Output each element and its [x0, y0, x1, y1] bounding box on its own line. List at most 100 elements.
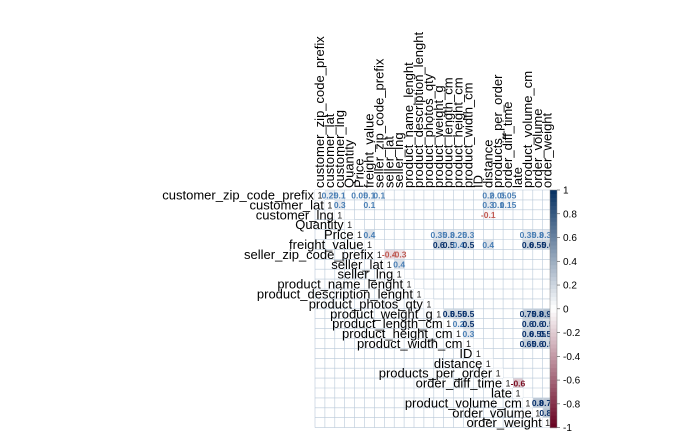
correlation-cell [454, 239, 464, 249]
diagonal-cell [503, 378, 513, 388]
legend-swatch [550, 399, 557, 405]
column-label: Price [352, 158, 367, 188]
legend-swatch [550, 328, 557, 334]
correlation-cell [483, 190, 493, 200]
correlation-value: 0.5 [542, 339, 554, 349]
correlation-cell [543, 319, 553, 329]
correlation-value: -0.3 [392, 250, 407, 260]
legend-swatch [550, 388, 557, 393]
correlation-cell [533, 329, 543, 339]
correlation-value: 0.5 [463, 319, 475, 329]
correlation-value: 0.3 [443, 230, 455, 240]
correlation-cell [434, 239, 444, 249]
legend-swatch [550, 285, 557, 290]
row-label: product_photos_qty [309, 296, 424, 311]
correlation-cell [394, 259, 404, 269]
column-label: Quantity [342, 139, 357, 188]
row-label: order_diff_time [416, 376, 502, 391]
diagonal-cell [324, 199, 335, 210]
correlation-cell [335, 190, 345, 200]
legend-swatch [550, 229, 557, 235]
diagonal-cell [532, 407, 543, 418]
legend-swatch [550, 356, 557, 361]
column-label: order_volume [530, 109, 545, 189]
correlation-cell [533, 398, 543, 408]
correlation-value: 0.05 [490, 190, 507, 200]
correlation-value: -0.1 [481, 210, 496, 220]
correlation-cell [513, 378, 523, 388]
diagonal-label: 1 [426, 299, 431, 309]
correlation-cell [483, 200, 493, 210]
row-label: distance [434, 356, 482, 371]
correlation-value: 0.76 [539, 398, 556, 408]
diagonal-cell [473, 348, 484, 359]
diagonal-cell [364, 239, 375, 250]
legend-swatch [550, 296, 557, 302]
correlation-cell [463, 230, 473, 240]
correlation-cell [523, 338, 533, 348]
correlation-value: 0.3 [532, 230, 544, 240]
legend-swatch [550, 308, 557, 314]
correlation-cell [364, 230, 374, 240]
correlation-value: 0.35 [539, 230, 556, 240]
correlation-cell [543, 338, 553, 348]
diagonal-cell [394, 269, 405, 280]
correlation-cell [444, 309, 454, 319]
column-label: customer_lat [322, 113, 337, 188]
correlation-value: 0.2 [482, 190, 494, 200]
correlation-cell [454, 309, 464, 319]
column-label: product_name_lenght [401, 62, 416, 188]
diagonal-cell [493, 368, 504, 379]
correlation-cell [384, 249, 394, 259]
diagonal-cell [522, 397, 533, 408]
row-labels: customer_zip_code_prefixcustomer_latcust… [162, 187, 542, 430]
legend-swatch [550, 217, 557, 223]
legend-swatch [550, 257, 557, 262]
correlation-value: 0.5 [443, 309, 455, 319]
legend-swatch [550, 364, 557, 369]
correlation-cell [463, 309, 473, 319]
legend-swatch [550, 376, 557, 381]
diagonal-label: 1 [535, 408, 540, 418]
row-label: order_volume [452, 405, 532, 420]
row-label: product_height_cm [342, 326, 453, 341]
row-label: Quantity [295, 217, 344, 232]
diagonal-label: 1 [466, 339, 471, 349]
row-label: order_weight [467, 415, 543, 430]
row-label: customer_lng [256, 207, 334, 222]
legend-swatch [550, 233, 557, 239]
diagonal-cell [354, 229, 365, 240]
legend-tick-label: -0.2 [563, 328, 581, 339]
column-label: late [510, 167, 525, 188]
correlation-cell [483, 210, 493, 220]
column-label: customer_lng [332, 110, 347, 188]
legend-swatch [550, 415, 557, 421]
diagonal-label: 1 [327, 200, 332, 210]
correlation-value: 0.05 [351, 190, 368, 200]
diagonal-cell [334, 209, 345, 220]
legend-swatch [550, 241, 557, 246]
legend-swatch [550, 253, 557, 258]
correlation-cell [374, 190, 384, 200]
legend-swatch [550, 201, 557, 207]
column-label: product_photos_qty [421, 73, 436, 188]
correlation-value: 0.1 [364, 200, 376, 210]
legend-swatch [550, 277, 557, 282]
diagonal-label: 1 [525, 398, 530, 408]
legend-swatch [550, 316, 557, 322]
legend-swatch [550, 265, 557, 270]
correlation-value: 0.35 [520, 230, 537, 240]
diagonal-label: 1 [337, 210, 342, 220]
correlation-value: 0.3 [334, 200, 346, 210]
row-label: seller_lng [338, 267, 394, 282]
correlation-value: 0.5 [443, 240, 455, 250]
row-label: product_description_lenght [257, 286, 413, 301]
column-label: order_diff_time [500, 102, 515, 188]
correlation-value: 0.5 [463, 309, 475, 319]
correlation-cell [493, 200, 503, 210]
diagonal-cell [344, 219, 355, 230]
correlation-cell [543, 329, 553, 339]
diagonal-label: 1 [545, 418, 550, 428]
column-label: product_width_cm [460, 83, 475, 189]
